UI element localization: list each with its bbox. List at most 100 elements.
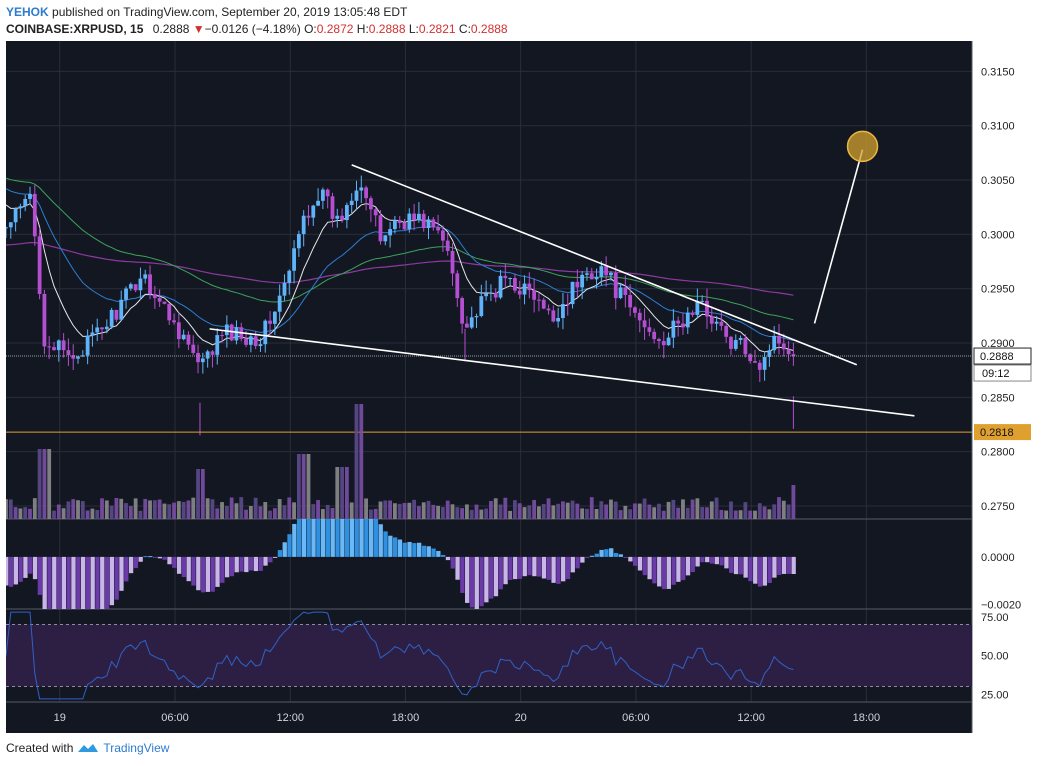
candle-body	[167, 303, 172, 321]
high-label: H:	[356, 22, 369, 36]
x-tick-label: 12:00	[737, 712, 765, 724]
candle-body	[412, 213, 417, 221]
volume-bar	[248, 506, 253, 519]
volume-bar	[493, 498, 498, 519]
volume-bar	[124, 503, 128, 519]
macd-bar	[162, 556, 167, 560]
candle-body	[76, 356, 80, 359]
candle-body	[589, 273, 594, 280]
macd-bar	[167, 556, 172, 565]
candle-body	[200, 358, 205, 363]
macd-bar	[671, 556, 676, 585]
macd-bar	[95, 556, 100, 609]
macd-bar	[714, 556, 719, 565]
candle-body	[575, 281, 580, 288]
candle-body	[719, 321, 724, 326]
volume-bar	[522, 507, 527, 519]
volume-bar	[551, 505, 556, 519]
candle-body	[128, 284, 133, 289]
macd-bar	[489, 556, 494, 599]
volume-bar	[469, 509, 474, 519]
volume-bar	[681, 499, 685, 519]
volume-bar	[80, 501, 85, 519]
volume-bar	[489, 500, 493, 519]
volume-bar	[618, 510, 623, 519]
volume-bar	[239, 497, 244, 519]
candle-body	[417, 213, 421, 221]
author-name[interactable]: YEHOK	[6, 5, 49, 19]
volume-bar	[479, 509, 484, 519]
volume-bar	[503, 497, 508, 519]
macd-bar	[6, 556, 9, 586]
candle-body	[95, 327, 100, 333]
rsi-line	[6, 611, 794, 700]
macd-bar	[152, 556, 158, 558]
macd-bar	[392, 537, 398, 557]
macd-bar	[493, 556, 499, 597]
macd-bar	[47, 556, 52, 609]
macd-bar	[292, 523, 297, 557]
open-label: O:	[304, 22, 317, 36]
volume-bar	[224, 505, 229, 519]
candle-body	[220, 335, 224, 337]
volume-bar	[104, 500, 109, 519]
candle-body	[119, 299, 124, 320]
x-tick-label: 18:00	[853, 712, 881, 724]
macd-bar	[196, 556, 201, 591]
candle-body	[402, 222, 407, 230]
macd-bar	[657, 556, 662, 587]
candle-body	[609, 272, 613, 276]
volume-bar	[100, 498, 104, 519]
volume-bar	[148, 500, 152, 519]
macd-bar	[301, 519, 307, 557]
volume-bar	[517, 503, 522, 519]
macd-bar	[272, 556, 278, 558]
low-label: L:	[408, 22, 419, 36]
chart-canvas[interactable]: 19 06:00 12:00 18:00 20 06:00 12:00 18:00 0.3150…	[6, 41, 1035, 733]
macd-bar	[186, 556, 191, 582]
footer: Created with TradingView	[6, 741, 169, 755]
candle-body	[613, 272, 618, 299]
macd-bar	[373, 519, 379, 557]
volume-bar	[186, 500, 191, 519]
candle-body	[633, 307, 637, 313]
volume-bar	[23, 507, 28, 519]
candle-body	[546, 308, 551, 311]
macd-bar	[268, 556, 273, 563]
candle-body	[186, 334, 191, 345]
candle-body	[56, 340, 61, 351]
candle-body	[733, 340, 738, 349]
volume-bar	[95, 509, 100, 519]
macd-bar	[205, 556, 211, 592]
macd-bar	[537, 556, 542, 577]
candle-body	[748, 354, 753, 362]
candle-body	[181, 334, 186, 340]
macd-bar	[565, 556, 571, 580]
volume-bar	[6, 499, 8, 519]
macd-bar	[397, 539, 403, 557]
projection-line	[813, 149, 864, 324]
candle-body	[340, 215, 344, 221]
macd-bar	[172, 556, 177, 568]
candle-body	[772, 335, 777, 351]
volume-bar	[244, 509, 248, 519]
brand-name[interactable]: TradingView	[103, 741, 170, 755]
volume-bar	[445, 500, 450, 519]
close-value: 0.2888	[470, 22, 508, 36]
volume-bar	[575, 503, 580, 519]
macd-bar	[705, 556, 710, 563]
volume-bar	[585, 508, 589, 519]
volume-bar	[215, 508, 220, 519]
ema-long-line	[6, 242, 794, 296]
macd-bar	[431, 548, 436, 557]
candle-body	[743, 337, 748, 355]
macd-bar	[61, 556, 67, 609]
candle-body	[450, 250, 455, 274]
volume-bar	[676, 507, 681, 519]
macd-bar	[556, 556, 561, 584]
volume-bar	[109, 505, 114, 519]
macd-bar	[224, 556, 230, 578]
macd-bar	[32, 556, 38, 580]
macd-bar	[378, 524, 383, 557]
volume-bar	[474, 504, 479, 519]
